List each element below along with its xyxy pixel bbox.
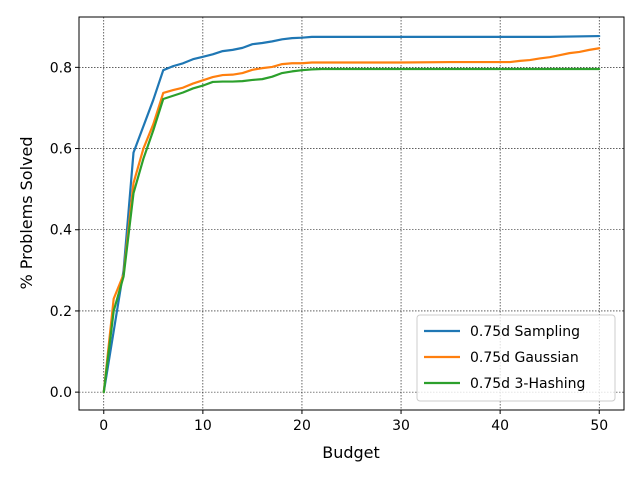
y-tick-label: 0.2: [50, 304, 72, 320]
legend-box: [416, 314, 616, 402]
axes: [78, 16, 625, 411]
y-tick-label: 0.0: [50, 385, 72, 401]
x-tick-label: 10: [194, 418, 212, 434]
y-tick-label: 0.4: [50, 223, 72, 239]
series-line-3: [102, 67, 601, 394]
x-tick-label: 40: [491, 418, 509, 434]
series-line-2: [102, 47, 601, 394]
y-ticks: 0.0 0.2 0.4 0.6 0.8: [50, 60, 79, 401]
x-ticks: 0 10 20 30 40 50: [99, 410, 608, 434]
series-lines: [102, 34, 601, 394]
x-tick-label: 20: [293, 418, 311, 434]
plot-frame: [78, 16, 625, 411]
x-tick-label: 50: [590, 418, 608, 434]
x-axis-label: Budget: [322, 443, 380, 462]
legend-label-3: 0.75d 3-Hashing: [470, 376, 585, 392]
y-axis-label: % Problems Solved: [17, 137, 36, 290]
legend-label-2: 0.75d Gaussian: [470, 350, 579, 366]
series-line-1: [102, 34, 601, 394]
y-tick-label: 0.6: [50, 142, 72, 158]
legend: 0.75d Sampling 0.75d Gaussian 0.75d 3-Hash…: [416, 314, 616, 402]
y-tick-label: 0.8: [50, 60, 72, 76]
x-tick-label: 30: [392, 418, 410, 434]
legend-label-1: 0.75d Sampling: [470, 324, 580, 340]
x-tick-label: 0: [99, 418, 108, 434]
